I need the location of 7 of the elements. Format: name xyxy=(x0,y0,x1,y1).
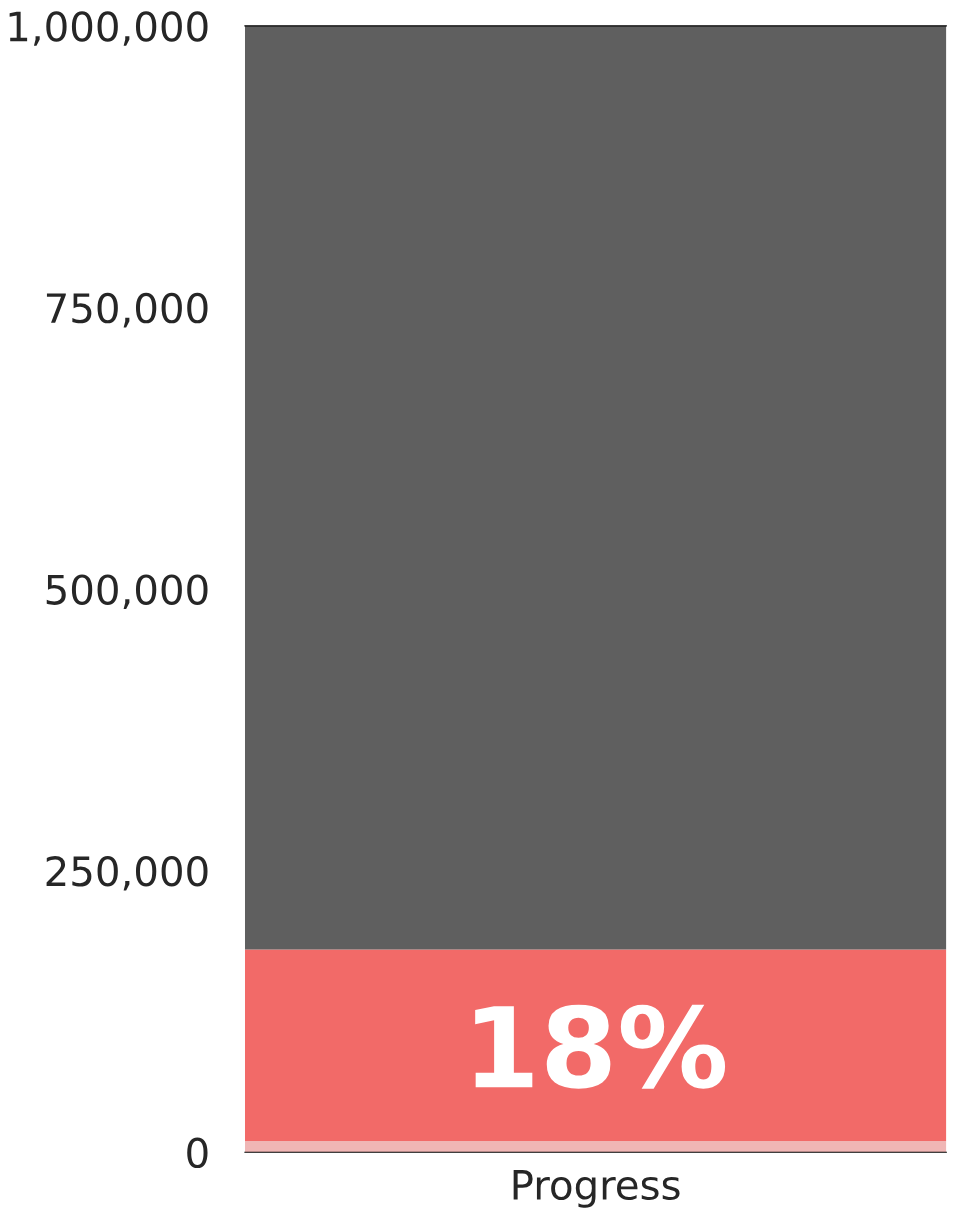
y-tick-label: 750,000 xyxy=(46,292,208,328)
annotation: 18% xyxy=(475,1004,726,1089)
y-tick-label: 250,000 xyxy=(46,856,208,891)
y-tick-label: 1,000,000 xyxy=(9,11,208,46)
x-tick-label: Progress xyxy=(513,1170,680,1208)
y-tick-label: 0 xyxy=(187,1137,208,1169)
y-tick-label: 500,000 xyxy=(46,574,208,610)
